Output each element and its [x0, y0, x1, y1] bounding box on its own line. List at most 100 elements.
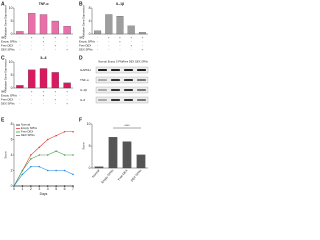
blot-band: [124, 79, 133, 81]
blot-row-label: IL-1β: [80, 88, 87, 92]
blot-band: [111, 69, 120, 71]
table-sign: -: [67, 94, 68, 98]
y-tick-label: 4: [89, 19, 91, 23]
bar: [122, 141, 132, 169]
table-sign: -: [67, 44, 68, 48]
table-row-label: Free DEX: [79, 44, 91, 48]
point: [46, 138, 49, 141]
bar: [94, 166, 104, 169]
y-axis-label: Relative Gene Expression: [82, 4, 86, 37]
table-sign: -: [31, 48, 32, 52]
y-tick-label: 0: [11, 184, 13, 188]
x-tick-label: 2: [30, 187, 32, 191]
table-sign: -: [131, 40, 132, 44]
point: [38, 154, 41, 156]
point: [55, 185, 57, 187]
point: [30, 185, 32, 187]
y-tick-label: 5: [11, 73, 13, 77]
point: [21, 173, 24, 176]
blot-band: [111, 89, 120, 91]
table-sign: -: [55, 94, 56, 98]
table-sign: -: [108, 40, 109, 44]
table-sign: -: [19, 94, 20, 98]
table-sign: -: [31, 102, 32, 106]
table-sign: +: [43, 90, 45, 94]
panel-label: B: [79, 1, 83, 7]
table-sign: +: [43, 94, 45, 98]
point: [46, 185, 49, 187]
table-sign: -: [67, 98, 68, 102]
blot-band: [137, 89, 146, 91]
point: [21, 169, 24, 172]
table-sign: +: [54, 98, 56, 102]
point: [55, 134, 57, 137]
table-sign: -: [31, 44, 32, 48]
table-sign: -: [108, 48, 109, 52]
blot-column-label: Empty S PNs: [108, 60, 124, 64]
chart-title: IL-6: [40, 56, 46, 60]
y-tick-label: 8: [89, 6, 91, 10]
blot-membrane: [95, 76, 149, 84]
table-sign: +: [142, 48, 144, 52]
point: [30, 165, 32, 168]
legend-label: DEX SPNs: [21, 133, 35, 137]
table-sign: -: [43, 98, 44, 102]
blot-band: [124, 69, 133, 71]
table-sign: +: [66, 102, 68, 106]
y-tick-label: 4: [11, 153, 13, 157]
point: [21, 185, 24, 187]
table-sign: -: [19, 48, 20, 52]
blot-band: [98, 69, 107, 71]
series-line: [13, 166, 74, 187]
panel-label: C: [1, 55, 5, 61]
point: [38, 165, 41, 168]
y-tick-label: 10: [9, 60, 13, 64]
blot-membrane: [95, 86, 149, 94]
table-sign: -: [19, 90, 20, 94]
point: [72, 173, 74, 176]
legend-label: Free DEX: [21, 130, 33, 134]
y-tick-label: 8: [11, 122, 13, 126]
table-sign: -: [97, 40, 98, 44]
blot-column-label: Free DEX: [123, 60, 135, 64]
bar: [138, 32, 146, 35]
table-sign: -: [43, 44, 44, 48]
bar: [28, 69, 36, 89]
table-sign: -: [97, 36, 98, 40]
y-tick-label: 0: [11, 86, 13, 90]
table-row-label: Empty SPNs: [79, 40, 95, 44]
bar: [39, 68, 48, 89]
point: [38, 146, 41, 149]
table-sign: -: [43, 48, 44, 52]
y-tick-label: 0: [11, 32, 13, 36]
point: [72, 154, 74, 156]
x-tick-label: Empty SPNs: [100, 168, 114, 184]
x-tick-label: 5: [55, 187, 57, 191]
table-row-label: DEX SPNs: [1, 48, 15, 52]
y-axis-label: Score: [4, 151, 8, 159]
table-sign: +: [130, 36, 132, 40]
bar: [127, 25, 135, 35]
legend-label: Normal: [21, 123, 30, 127]
y-tick-label: 0: [89, 32, 91, 36]
panel-label: A: [1, 1, 5, 7]
table-sign: -: [108, 44, 109, 48]
blot-band: [111, 99, 120, 101]
table-sign: -: [67, 40, 68, 44]
y-tick-label: 10: [87, 122, 91, 126]
table-sign: +: [43, 40, 45, 44]
point: [63, 130, 66, 133]
point: [46, 154, 49, 156]
table-row-label: IMQ: [79, 36, 85, 40]
blot-membrane: [95, 96, 149, 104]
x-tick-label: 6: [64, 187, 66, 191]
table-sign: +: [108, 36, 110, 40]
blot-band: [137, 69, 146, 71]
series-line: [13, 150, 73, 187]
point: [46, 169, 49, 172]
bar: [105, 14, 113, 35]
blot-band: [98, 79, 107, 81]
bar: [108, 137, 118, 169]
bar: [39, 14, 48, 35]
